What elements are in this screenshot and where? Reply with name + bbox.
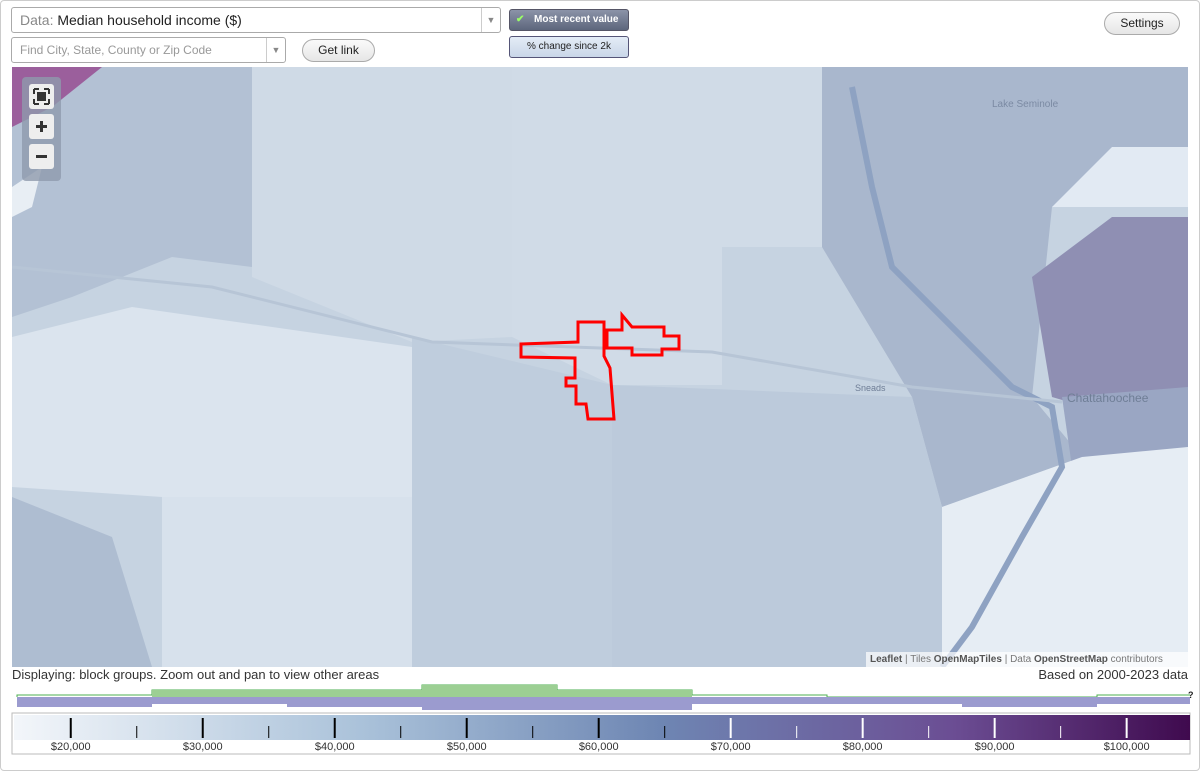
legend-tick-label: $50,000 — [447, 741, 487, 753]
region — [252, 67, 512, 342]
check-icon: ✔ — [516, 14, 525, 25]
place-label: Lake Seminole — [992, 99, 1059, 110]
most-recent-label: Most recent value — [534, 14, 619, 25]
legend-tick-label: $80,000 — [843, 741, 883, 753]
attribution: Leaflet | Tiles OpenMapTiles | Data Open… — [866, 652, 1188, 667]
legend-tick-label: $60,000 — [579, 741, 619, 753]
river — [849, 86, 1066, 667]
attribution-link[interactable]: OpenStreetMap — [1033, 654, 1108, 665]
histogram-area — [152, 685, 692, 697]
selected-area[interactable] — [519, 320, 616, 421]
region — [1032, 217, 1188, 437]
legend: $20,000 $30,000 $40,000 $50,000 $60,000 $70,0… — [11, 684, 1191, 755]
dropdown-arrow: ▼ — [266, 38, 285, 62]
zoom-in-icon — [36, 121, 47, 132]
region — [1062, 387, 1188, 467]
legend-tick-label: $30,000 — [183, 741, 223, 753]
attribution-text: contributors — [1110, 654, 1163, 665]
search-box[interactable]: Find City, State, County or Zip Code ▼ — [11, 37, 286, 63]
region — [512, 67, 822, 385]
data-prefix: Data: — [20, 12, 54, 28]
based-on-note: Based on 2000-2023 data — [1038, 667, 1188, 682]
legend-tick-label: $20,000 — [51, 741, 91, 753]
region — [942, 447, 1188, 667]
attribution-text: | Data — [1004, 654, 1032, 665]
road — [12, 265, 1063, 404]
most-recent-toggle[interactable]: ✔ Most recent value — [509, 9, 629, 31]
selected-area[interactable] — [605, 310, 681, 357]
region — [412, 337, 612, 667]
settings-button[interactable]: Settings — [1104, 12, 1180, 35]
legend-tick-label: $100,000 — [1104, 741, 1150, 753]
fit-icon — [33, 88, 50, 105]
region — [162, 497, 412, 667]
region — [12, 67, 252, 317]
attribution-link[interactable]: OpenMapTiles — [933, 654, 1002, 665]
displaying-note: Displaying: block groups. Zoom out and p… — [12, 667, 380, 682]
legend-tick-label: $90,000 — [975, 741, 1015, 753]
color-ramp — [14, 715, 1190, 740]
region — [12, 497, 152, 667]
data-value: Median household income ($) — [57, 12, 242, 28]
pct-change-toggle[interactable]: % change since 2k — [509, 36, 629, 58]
attribution-text: | Tiles — [905, 654, 931, 665]
search-placeholder: Find City, State, County or Zip Code — [20, 43, 212, 57]
legend-tick-label: $70,000 — [711, 741, 751, 753]
region — [612, 385, 942, 667]
help-icon[interactable]: ? — [1188, 690, 1194, 700]
legend-tick-label: $40,000 — [315, 741, 355, 753]
map[interactable]: Lake Seminole Sneads Chattahoochee — [12, 67, 1188, 667]
get-link-button[interactable]: Get link — [302, 39, 375, 62]
place-label: Chattahoochee — [1067, 391, 1149, 405]
histogram-area — [17, 697, 1190, 710]
region — [12, 307, 412, 497]
data-select[interactable]: Data: Median household income ($) ▼ — [11, 7, 501, 33]
attribution-link[interactable]: Leaflet — [870, 654, 903, 665]
dropdown-arrow: ▼ — [481, 8, 500, 32]
place-label: Sneads — [855, 383, 886, 393]
region — [1052, 147, 1188, 207]
fit-icon — [37, 92, 46, 101]
